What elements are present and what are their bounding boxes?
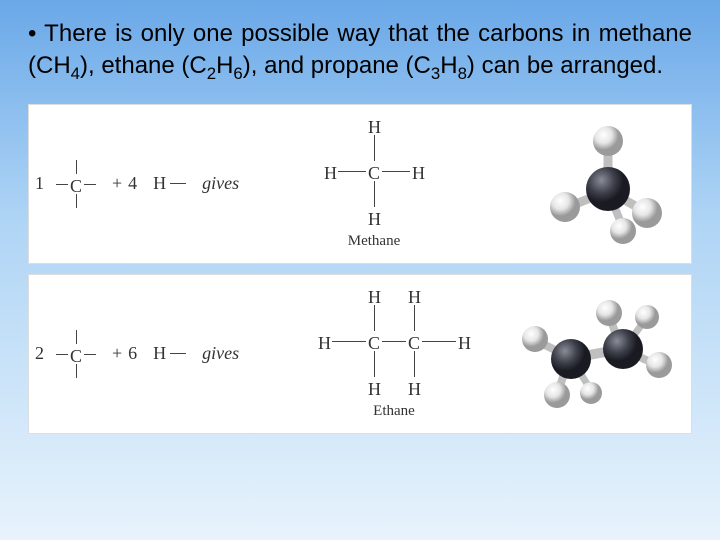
gives-label: gives bbox=[202, 343, 239, 364]
hydrogen-count: 4 bbox=[128, 173, 137, 194]
hydrogen-fragment-icon: H bbox=[153, 343, 186, 364]
structure-ethane: CCHHHHHH Ethane bbox=[284, 287, 504, 420]
hydrogen-fragment-icon: H bbox=[153, 173, 186, 194]
carbon-fragment-icon: C bbox=[54, 156, 100, 212]
carbon-fragment-icon: C bbox=[54, 326, 100, 382]
model3d-ethane-icon bbox=[513, 295, 673, 415]
plus-sign: + bbox=[112, 343, 122, 364]
gives-label: gives bbox=[202, 173, 239, 194]
panel-ethane: 2 C + 6 H gives CCHHHHHH Ethane bbox=[28, 274, 692, 434]
structure-methane: CHHHH Methane bbox=[284, 117, 464, 250]
bullet-text: • There is only one possible way that th… bbox=[28, 18, 692, 86]
slide-container: • There is only one possible way that th… bbox=[0, 0, 720, 540]
plus-sign: + bbox=[112, 173, 122, 194]
equation-ethane: 2 C + 6 H gives bbox=[29, 326, 284, 382]
panel-methane: 1 C + 4 H gives CHHHH Methane bbox=[28, 104, 692, 264]
carbon-count: 1 bbox=[35, 173, 44, 194]
model3d-methane-icon bbox=[543, 121, 673, 251]
structure-label: Methane bbox=[348, 233, 400, 250]
carbon-count: 2 bbox=[35, 343, 44, 364]
structure-label: Ethane bbox=[373, 403, 415, 420]
equation-methane: 1 C + 4 H gives bbox=[29, 156, 284, 212]
hydrogen-count: 6 bbox=[128, 343, 137, 364]
